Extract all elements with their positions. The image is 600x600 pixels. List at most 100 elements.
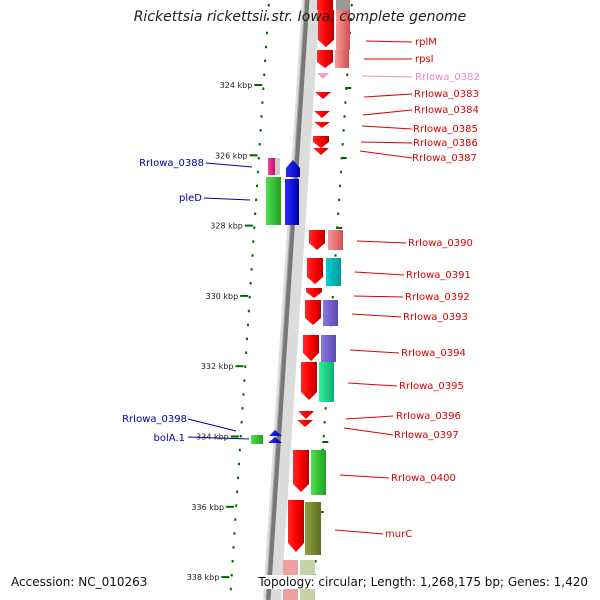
- kbp-tick-label: 336 kbp: [191, 503, 224, 512]
- genome-backbone: [263, 0, 320, 600]
- track-dot: [239, 434, 242, 438]
- track-dot: [256, 170, 259, 174]
- track-dot: [237, 476, 240, 480]
- track-dot: [314, 560, 317, 563]
- track-dot: [232, 546, 235, 549]
- track-dot: [339, 170, 342, 174]
- track-dot: [249, 282, 252, 285]
- kbp-tick-label: 332 kbp: [201, 362, 234, 371]
- track-dot: [257, 156, 260, 160]
- track-dot: [265, 31, 268, 35]
- track-dot: [242, 393, 245, 396]
- gene-label-rriowa-0391: RrIowa_0391: [406, 270, 471, 281]
- track-dot: [267, 4, 270, 7]
- track-dot: [258, 143, 261, 146]
- track-dot: [334, 254, 337, 257]
- track-dot: [323, 421, 326, 424]
- kbp-tick-label: 334 kbp: [196, 433, 229, 442]
- gene-label-rriowa-0397: RrIowa_0397: [394, 430, 459, 441]
- track-dot: [341, 143, 344, 146]
- track-dot: [343, 115, 346, 118]
- track-dot: [245, 351, 248, 354]
- track-dot: [322, 434, 325, 438]
- label-leaders: [187, 40, 413, 535]
- gene-label-pled: pleD: [179, 193, 202, 204]
- forward-genes: [251, 158, 300, 444]
- track-dot: [240, 421, 243, 424]
- gene-label-rriowa-0384: RrIowa_0384: [414, 105, 479, 116]
- track-dot: [246, 337, 249, 341]
- kbp-tick-label: 326 kbp: [215, 151, 248, 160]
- track-dot: [262, 87, 265, 90]
- track-dot: [338, 184, 341, 188]
- track-dot: [233, 532, 236, 535]
- track-dot: [246, 323, 249, 327]
- kbp-tick-label: 324 kbp: [220, 81, 253, 90]
- gene-label-rriowa-0395: RrIowa_0395: [399, 381, 464, 392]
- track-dot: [248, 295, 251, 299]
- track-dot: [338, 198, 341, 202]
- track-dot: [265, 45, 268, 49]
- track-dot: [252, 240, 255, 243]
- topology-text: Topology: circular; Length: 1,268,175 bp…: [256, 575, 590, 589]
- track-dot: [350, 4, 353, 7]
- gene-label-rriowa-0386: RrIowa_0386: [413, 138, 478, 149]
- track-dot: [254, 212, 257, 215]
- track-dot: [230, 573, 233, 577]
- gene-label-rriowa-0394: RrIowa_0394: [401, 348, 466, 359]
- track-dot: [241, 407, 244, 410]
- track-dot: [260, 115, 263, 118]
- track-dot: [231, 560, 234, 563]
- track-dot: [250, 268, 253, 271]
- gene-label-rriowa-0393: RrIowa_0393: [403, 312, 468, 323]
- kbp-scale: 324 kbp 326 kbp 328 kbp 330 kbp 332 kbp 334 k…: [187, 81, 263, 582]
- gene-label-murc: murC: [385, 529, 412, 540]
- track-dot: [234, 518, 237, 521]
- track-dot: [255, 198, 258, 202]
- gene-label-rplm: rplM: [415, 37, 437, 48]
- kbp-tick-label: 328 kbp: [210, 222, 243, 231]
- track-dot: [264, 59, 267, 63]
- kbp-tick-label: 330 kbp: [206, 292, 239, 301]
- track-dot: [259, 129, 262, 132]
- track-dot: [251, 254, 254, 257]
- gene-label-rriowa-0396: RrIowa_0396: [396, 411, 461, 422]
- reverse-gene-labels: rplM rpsI RrIowa_0382 RrIowa_0383 RrIowa…: [385, 37, 480, 540]
- kbp-tick-label: 338 kbp: [187, 573, 220, 582]
- track-dot: [244, 365, 247, 368]
- track-dot: [266, 17, 269, 21]
- track-dot: [261, 101, 264, 104]
- track-dot: [331, 295, 334, 299]
- track-dot: [346, 73, 349, 76]
- track-dot: [337, 212, 340, 215]
- gene-label-rpsi: rpsI: [415, 54, 434, 65]
- track-dot: [243, 379, 246, 382]
- track-dot: [237, 462, 240, 466]
- genome-title: Rickettsia rickettsii str. Iowa, complet…: [133, 9, 467, 25]
- gene-label-rriowa-0398: RrIowa_0398: [122, 414, 187, 425]
- gene-label-rriowa-0392: RrIowa_0392: [405, 292, 470, 303]
- gene-label-rriowa-0382: RrIowa_0382: [415, 72, 480, 83]
- gene-label-rriowa-0390: RrIowa_0390: [408, 238, 473, 249]
- track-dot: [263, 73, 266, 76]
- track-dot: [255, 184, 258, 188]
- track-dot: [236, 490, 239, 493]
- accession-text: Accession: NC_010263: [9, 575, 150, 589]
- track-dot: [238, 448, 241, 452]
- gene-label-rriowa-0383: RrIowa_0383: [414, 89, 479, 100]
- track-dot: [349, 17, 352, 21]
- track-dot: [229, 587, 232, 591]
- track-dot: [324, 407, 327, 410]
- track-dot: [235, 504, 238, 507]
- gene-label-rriowa-0385: RrIowa_0385: [413, 124, 478, 135]
- track-dot: [247, 309, 250, 313]
- gene-label-bola-1: bolA.1: [154, 433, 185, 444]
- track-dot: [344, 101, 347, 104]
- track-dot: [342, 129, 345, 132]
- gene-label-rriowa-0388: RrIowa_0388: [139, 158, 204, 169]
- track-dot: [253, 226, 256, 229]
- gene-label-rriowa-0387: RrIowa_0387: [412, 153, 477, 164]
- forward-gene-labels: RrIowa_0388 pleD RrIowa_0398 bolA.1: [122, 158, 204, 444]
- gene-label-rriowa-0400: RrIowa_0400: [391, 473, 456, 484]
